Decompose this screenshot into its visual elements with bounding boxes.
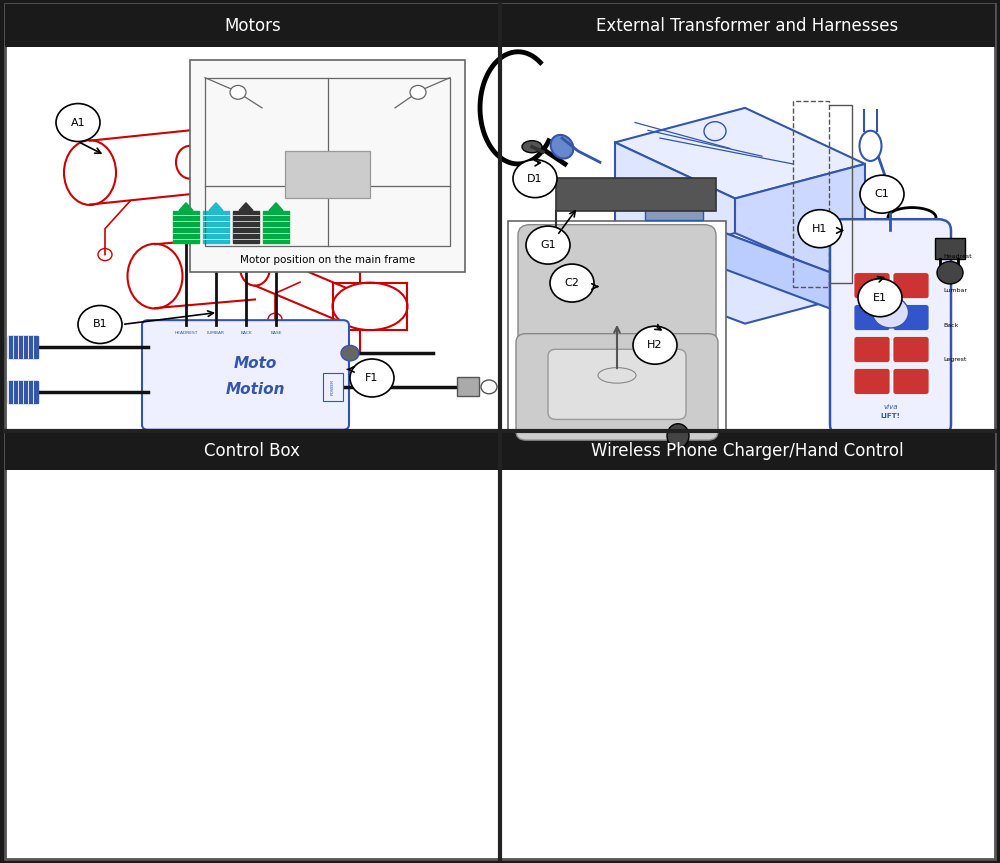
- Circle shape: [410, 85, 426, 99]
- Bar: [205, 78, 450, 246]
- Text: H2: H2: [647, 340, 663, 350]
- Text: F1: F1: [365, 373, 379, 383]
- Bar: [285, 151, 370, 198]
- Text: Legrest: Legrest: [943, 357, 966, 362]
- Polygon shape: [735, 164, 865, 289]
- Circle shape: [860, 175, 904, 213]
- Text: B1: B1: [93, 319, 107, 330]
- Circle shape: [230, 85, 246, 99]
- Circle shape: [937, 261, 963, 284]
- Text: Back: Back: [943, 323, 958, 328]
- Polygon shape: [615, 142, 735, 268]
- Bar: [500, 432, 995, 470]
- FancyBboxPatch shape: [854, 273, 890, 299]
- Bar: [173, 211, 199, 243]
- Bar: [457, 377, 479, 396]
- Text: Moto: Moto: [234, 356, 277, 370]
- Bar: [645, 206, 703, 220]
- Text: LIFT!: LIFT!: [881, 413, 900, 419]
- Text: A1: A1: [71, 117, 85, 128]
- Bar: [233, 211, 259, 243]
- Bar: [8, 336, 38, 358]
- Text: G1: G1: [540, 240, 556, 250]
- Circle shape: [872, 297, 908, 328]
- FancyBboxPatch shape: [518, 224, 716, 372]
- Text: C2: C2: [565, 278, 579, 288]
- Text: viva: viva: [883, 405, 898, 410]
- Polygon shape: [269, 203, 283, 211]
- Text: H1: H1: [812, 224, 828, 234]
- Bar: [263, 211, 289, 243]
- FancyBboxPatch shape: [893, 305, 929, 331]
- Ellipse shape: [551, 135, 573, 159]
- Bar: [500, 4, 995, 47]
- Text: Motors: Motors: [224, 17, 281, 35]
- Text: HEADREST: HEADREST: [174, 331, 198, 335]
- Bar: [935, 238, 965, 259]
- FancyBboxPatch shape: [854, 337, 890, 362]
- Text: BACK: BACK: [240, 331, 252, 335]
- Text: Lumbar: Lumbar: [943, 288, 967, 293]
- Circle shape: [798, 210, 842, 248]
- Polygon shape: [595, 233, 725, 304]
- FancyBboxPatch shape: [893, 337, 929, 362]
- FancyBboxPatch shape: [893, 273, 929, 299]
- Circle shape: [633, 326, 677, 364]
- Text: D1: D1: [527, 173, 543, 184]
- Circle shape: [858, 279, 902, 317]
- Bar: [508, 221, 726, 456]
- Circle shape: [550, 264, 594, 302]
- Circle shape: [341, 345, 359, 361]
- Bar: [556, 178, 716, 211]
- Text: POWER: POWER: [331, 379, 335, 395]
- Circle shape: [513, 160, 557, 198]
- Polygon shape: [209, 203, 223, 211]
- Text: Control Box: Control Box: [205, 443, 300, 460]
- Bar: [5, 4, 500, 47]
- Bar: [8, 381, 38, 403]
- Circle shape: [56, 104, 100, 142]
- FancyBboxPatch shape: [516, 334, 718, 440]
- Bar: [323, 373, 343, 400]
- Polygon shape: [615, 108, 865, 198]
- Text: Headrest: Headrest: [943, 254, 972, 259]
- Circle shape: [78, 306, 122, 343]
- Polygon shape: [725, 233, 875, 325]
- Text: Motor position on the main frame: Motor position on the main frame: [240, 255, 416, 265]
- Text: Wireless Phone Charger/Hand Control: Wireless Phone Charger/Hand Control: [591, 443, 904, 460]
- Bar: [190, 60, 465, 272]
- Circle shape: [526, 226, 570, 264]
- Text: Motion: Motion: [225, 382, 285, 397]
- Polygon shape: [239, 203, 253, 211]
- Text: BASE: BASE: [270, 331, 282, 335]
- FancyBboxPatch shape: [854, 369, 890, 394]
- FancyBboxPatch shape: [893, 369, 929, 394]
- FancyBboxPatch shape: [830, 219, 951, 436]
- Bar: [203, 211, 229, 243]
- Bar: [793, 101, 829, 287]
- Polygon shape: [179, 203, 193, 211]
- FancyBboxPatch shape: [548, 350, 686, 419]
- Text: External Transformer and Harnesses: External Transformer and Harnesses: [596, 17, 899, 35]
- Circle shape: [350, 359, 394, 397]
- FancyBboxPatch shape: [854, 305, 890, 331]
- Text: E1: E1: [873, 293, 887, 303]
- Polygon shape: [595, 233, 875, 324]
- FancyBboxPatch shape: [142, 320, 349, 430]
- Text: C1: C1: [875, 189, 889, 199]
- Text: LUMBAR: LUMBAR: [207, 331, 225, 335]
- Bar: [5, 432, 500, 470]
- Ellipse shape: [522, 141, 542, 153]
- Ellipse shape: [667, 424, 689, 448]
